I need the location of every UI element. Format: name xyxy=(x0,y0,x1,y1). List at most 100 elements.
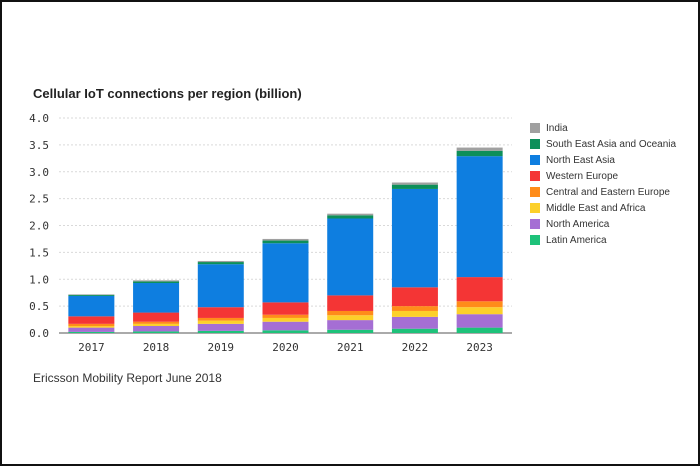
y-tick-label: 0.5 xyxy=(29,300,49,313)
bar-segment xyxy=(133,321,180,324)
bars xyxy=(68,147,503,333)
legend-label: India xyxy=(546,122,568,134)
source-note: Ericsson Mobility Report June 2018 xyxy=(33,371,222,385)
y-tick-label: 3.0 xyxy=(29,166,49,179)
legend-swatch xyxy=(530,123,540,133)
bar-segment xyxy=(262,240,309,244)
legend-swatch xyxy=(530,187,540,197)
y-tick-label: 2.5 xyxy=(29,193,49,206)
y-tick-label: 2.0 xyxy=(29,220,49,233)
bar-segment xyxy=(68,295,115,317)
legend-label: Western Europe xyxy=(546,170,619,182)
legend-swatch xyxy=(530,219,540,229)
bar-segment xyxy=(133,323,180,327)
legend-label: North East Asia xyxy=(546,154,615,166)
legend-label: Middle East and Africa xyxy=(546,202,646,214)
bar-segment xyxy=(133,326,180,332)
bar-segment xyxy=(197,320,244,324)
legend-item: South East Asia and Oceania xyxy=(530,136,676,152)
bar-segment xyxy=(197,260,244,263)
legend-swatch xyxy=(530,171,540,181)
y-tick-label: 1.0 xyxy=(29,273,49,286)
bar-segment xyxy=(197,330,244,333)
bar-segment xyxy=(391,306,438,311)
legend-item: India xyxy=(530,120,676,136)
bar-segment xyxy=(391,287,438,307)
bar-segment xyxy=(262,238,309,241)
bar-segment xyxy=(327,295,374,311)
bar-stack-2021 xyxy=(327,213,374,333)
bar-segment xyxy=(327,213,374,216)
x-tick-label: 2023 xyxy=(466,341,493,354)
bar-segment xyxy=(456,150,503,157)
legend-item: Central and Eastern Europe xyxy=(530,184,676,200)
bar-segment xyxy=(456,301,503,308)
x-tick-label: 2019 xyxy=(208,341,235,354)
bar-segment xyxy=(327,320,374,330)
bar-stack-2023 xyxy=(456,147,503,333)
bar-segment xyxy=(262,317,309,322)
bar-segment xyxy=(456,156,503,278)
bar-stack-2018 xyxy=(133,280,180,333)
bar-segment xyxy=(68,323,115,327)
bar-segment xyxy=(391,184,438,189)
bar-segment xyxy=(327,215,374,219)
bar-segment xyxy=(68,294,115,296)
bar-segment xyxy=(391,316,438,329)
bar-segment xyxy=(327,218,374,296)
legend-label: Central and Eastern Europe xyxy=(546,186,670,198)
chart-title: Cellular IoT connections per region (bil… xyxy=(33,86,302,101)
bar-segment xyxy=(391,310,438,317)
bar-segment xyxy=(197,307,244,318)
x-tick-label: 2018 xyxy=(143,341,170,354)
bar-segment xyxy=(68,326,115,328)
bar-stack-2022 xyxy=(391,182,438,333)
bar-segment xyxy=(456,307,503,315)
bar-segment xyxy=(197,264,244,308)
legend-label: Latin America xyxy=(546,234,607,246)
bar-segment xyxy=(262,314,309,318)
legend-swatch xyxy=(530,155,540,165)
bar-segment xyxy=(262,330,309,333)
bar-segment xyxy=(68,294,115,295)
bar-segment xyxy=(327,315,374,321)
bar-segment xyxy=(456,277,503,302)
y-tick-label: 3.5 xyxy=(29,139,49,152)
bar-segment xyxy=(197,323,244,331)
x-tick-label: 2017 xyxy=(78,341,105,354)
legend-item: North America xyxy=(530,216,676,232)
bar-segment xyxy=(133,283,180,313)
bar-stack-2020 xyxy=(262,238,309,333)
bar-segment xyxy=(391,182,438,185)
bar-segment xyxy=(197,262,244,265)
bar-segment xyxy=(262,243,309,303)
bar-segment xyxy=(327,310,374,316)
bar-segment xyxy=(391,328,438,333)
legend-label: South East Asia and Oceania xyxy=(546,138,677,150)
legend-item: Western Europe xyxy=(530,168,676,184)
legend-label: North America xyxy=(546,218,610,230)
y-tick-label: 4.0 xyxy=(29,112,49,125)
bar-segment xyxy=(68,316,115,324)
bar-segment xyxy=(133,281,180,284)
bar-segment xyxy=(456,314,503,328)
x-tick-label: 2021 xyxy=(337,341,364,354)
bar-segment xyxy=(327,329,374,333)
bar-segment xyxy=(391,188,438,288)
legend-item: North East Asia xyxy=(530,152,676,168)
y-tick-label: 1.5 xyxy=(29,246,49,259)
bar-stack-2017 xyxy=(68,294,115,333)
bar-segment xyxy=(262,302,309,315)
bar-segment xyxy=(197,317,244,321)
bar-segment xyxy=(133,280,180,282)
bar-segment xyxy=(133,331,180,333)
bar-segment xyxy=(262,321,309,331)
y-tick-label: 0.0 xyxy=(29,327,49,340)
x-tick-label: 2020 xyxy=(272,341,299,354)
bar-stack-2019 xyxy=(197,260,244,333)
legend: India South East Asia and Oceania North Ea… xyxy=(530,120,676,248)
legend-item: Latin America xyxy=(530,232,676,248)
legend-swatch xyxy=(530,203,540,213)
bar-segment xyxy=(456,147,503,151)
